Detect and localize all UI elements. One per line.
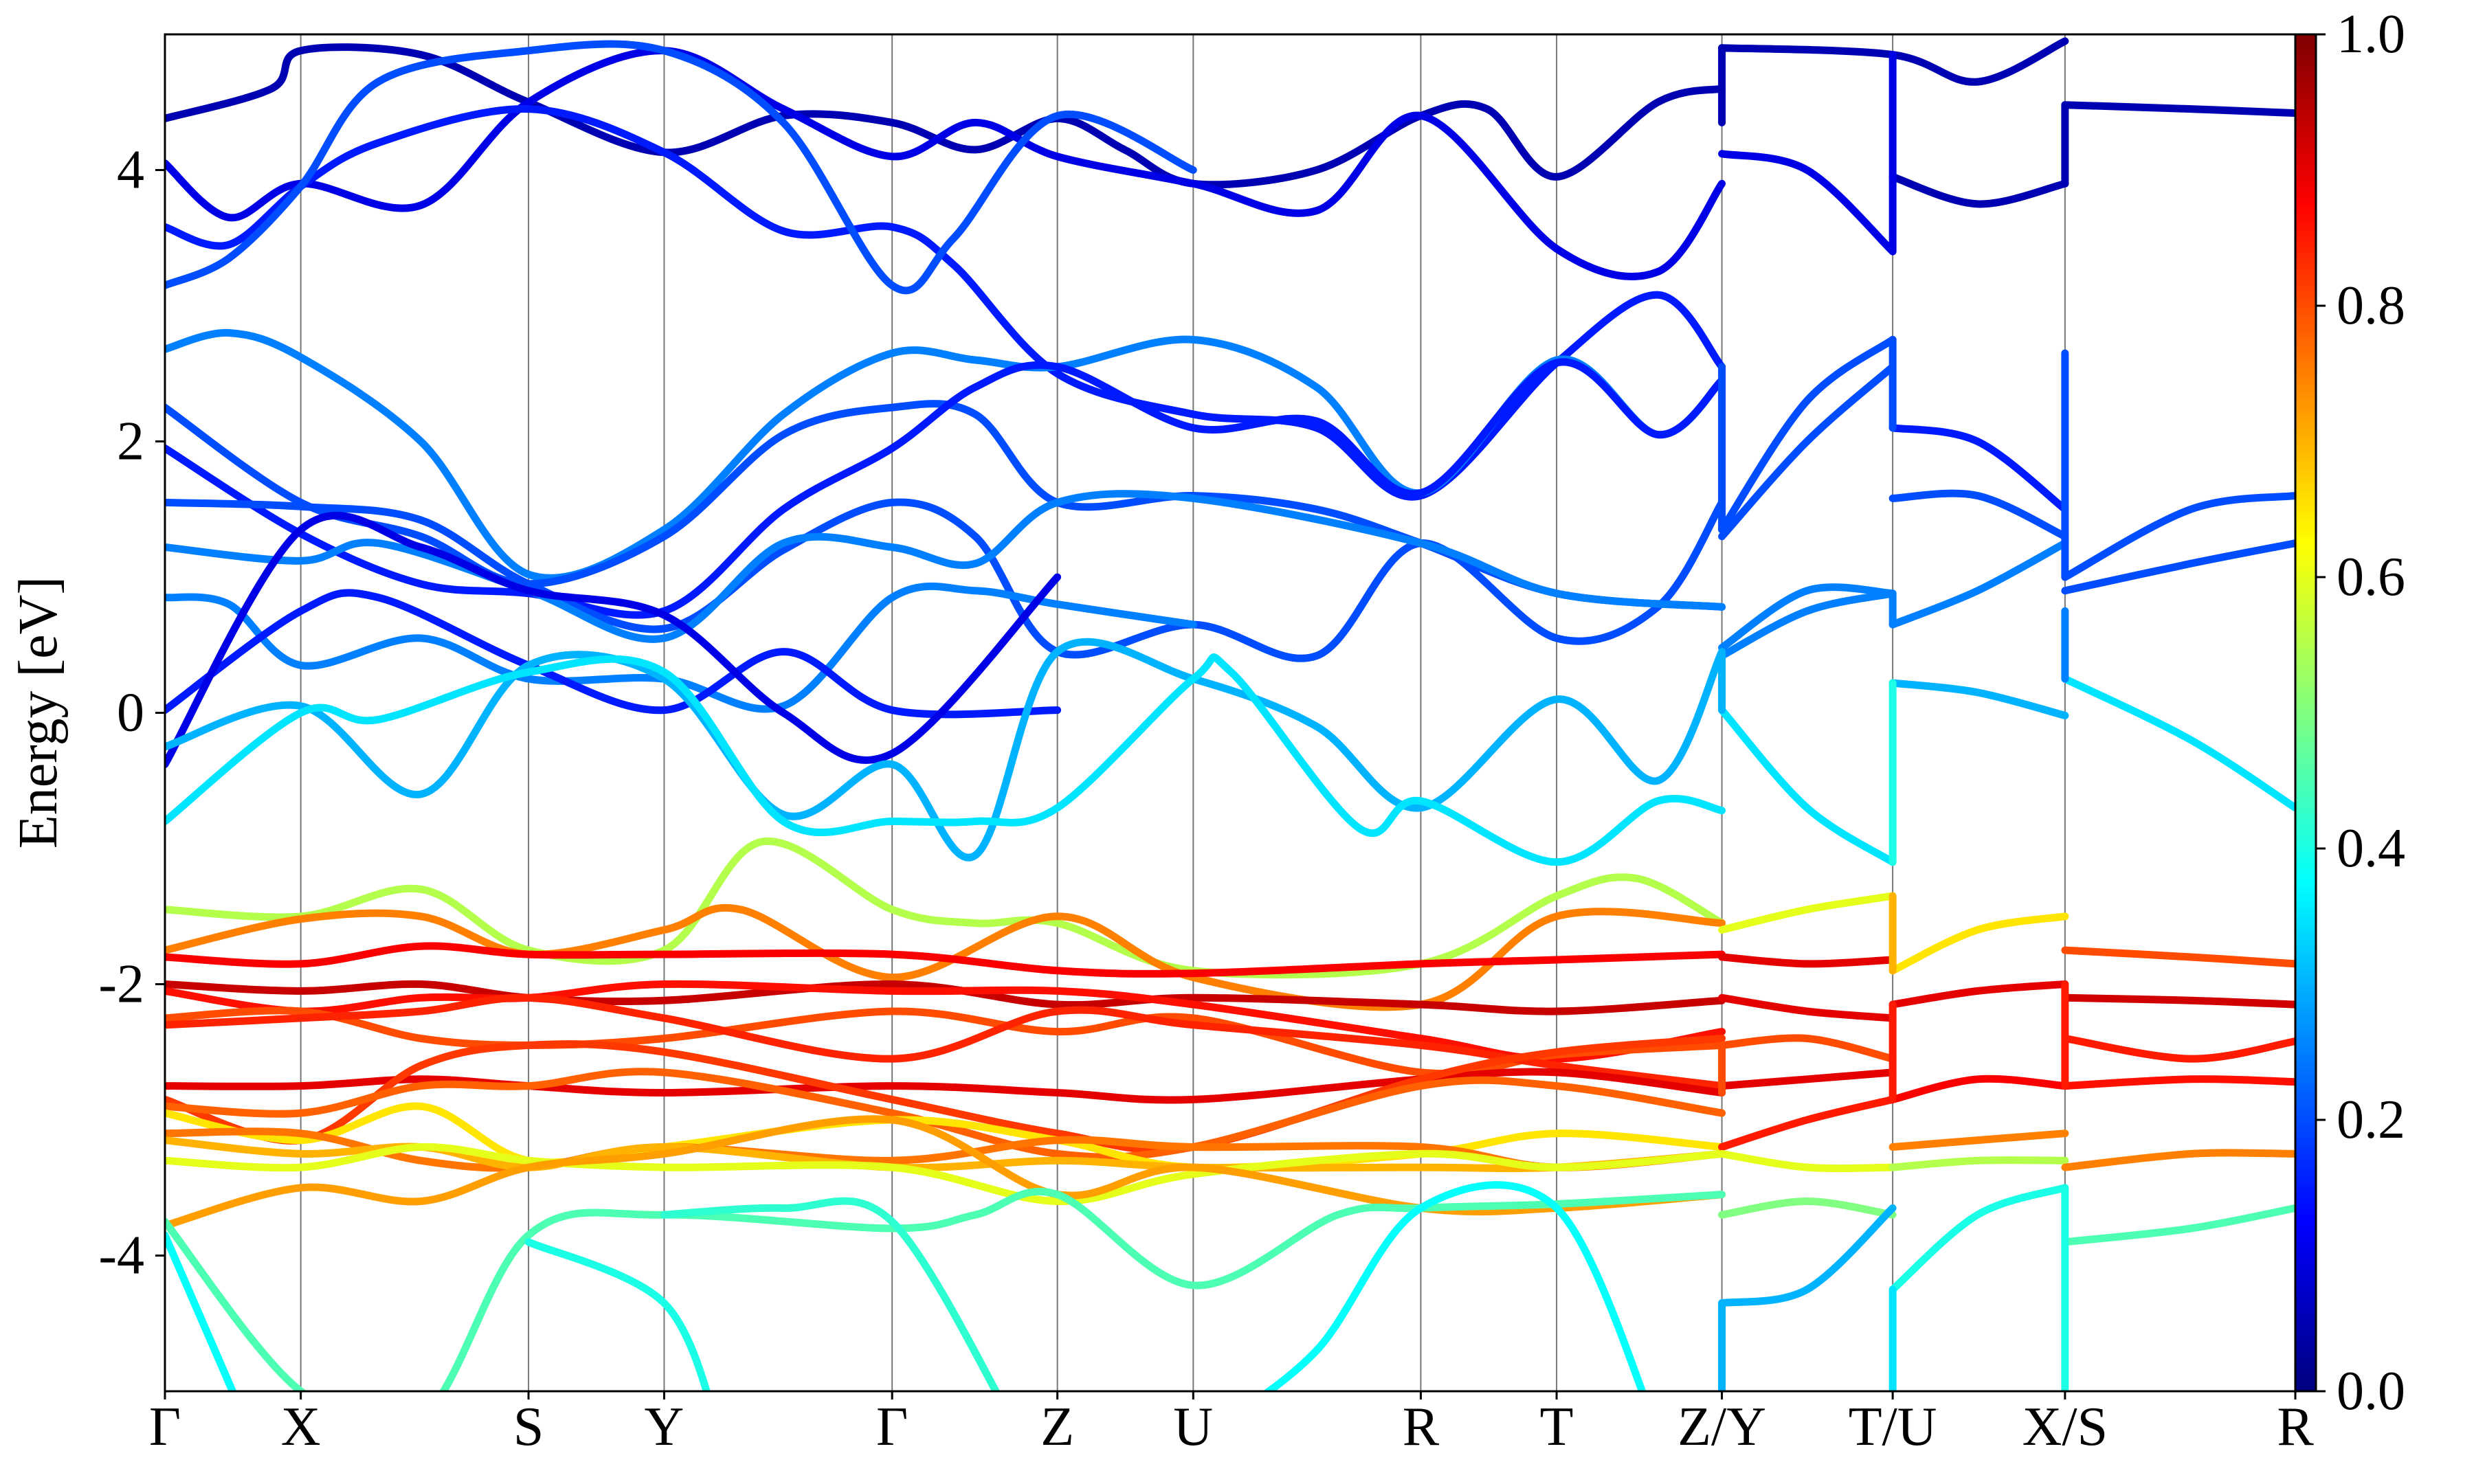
band-line [1718,363,1897,541]
band-line [165,511,1062,768]
band-line [660,1197,1001,1391]
band-line [1718,953,1897,968]
energy-bands [165,37,2295,1391]
x-tick-label: Γ [149,1397,181,1457]
band-line [1888,1156,2069,1171]
band-line [1262,1181,1647,1391]
band-line [1718,1198,1897,1219]
x-tick-label: U [1173,1397,1213,1457]
x-tick-label: Y [645,1397,684,1457]
x-tick-label: T [1540,1397,1574,1457]
band-line [165,980,1726,1063]
x-tick-label: Γ [876,1397,908,1457]
band-line [1888,912,2069,975]
band-line [1888,424,2069,513]
band-line [2061,1035,2295,1063]
x-tick-label: Z/Y [1678,1397,1766,1457]
colorbar: 0.0 0.2 0.4 0.6 0.8 1.0 [2294,4,2405,1421]
band-line [2061,946,2295,968]
band-line [1718,1149,1897,1173]
y-tick-label: 4 [117,140,144,201]
band-line [165,903,1726,1011]
band-line [165,837,1726,979]
band-line [1718,1204,1897,1307]
band-line [1888,1129,2069,1151]
band-line [1888,1075,2069,1103]
band-line [1718,1068,1897,1090]
band-line [165,40,1197,295]
band-line [2061,1149,2295,1171]
colorbar-frame [2294,33,2317,1393]
band-line [1718,583,1897,652]
band-line [2061,492,2295,581]
band-line [1718,892,1897,934]
x-tick-label: R [2277,1397,2314,1457]
band-line [2061,539,2295,595]
band-line [1718,993,1897,1022]
band-line [2061,101,2295,117]
band-line [1718,706,1897,866]
band-line [1718,1034,1897,1063]
band-line [1718,150,1897,256]
band-line [1888,539,2069,629]
y-tick-label: -2 [98,954,144,1015]
band-line [1888,172,2069,208]
colorbar-gradient [2295,34,2316,1391]
band-line [165,1035,1726,1154]
band-line [1888,679,2069,719]
band-line [165,653,1726,866]
x-tick-label: X/S [2022,1397,2108,1457]
colorbar-ticks: 0.0 0.2 0.4 0.6 0.8 1.0 [2316,4,2405,1421]
colorbar-tick-label: 0.2 [2337,1090,2405,1150]
band-line [165,43,1726,189]
band-line [1888,1184,2069,1294]
band-line [165,980,1726,1015]
band-line [165,638,1726,862]
colorbar-tick-label: 0.4 [2337,818,2405,879]
band-line [1888,489,2069,541]
colorbar-tick-label: 0.0 [2337,1361,2405,1421]
band-line [165,993,1726,1090]
y-axis-ticks: -4 -2 0 2 4 [98,140,165,1286]
colorbar-tick-label: 1.0 [2337,4,2405,65]
y-axis-label: Energy [eV] [8,576,69,848]
band-line [1888,980,2069,1009]
band-line [2061,675,2295,812]
band-line [1718,589,1897,660]
colorbar-tick-label: 0.8 [2337,276,2405,336]
band-line [165,47,1726,280]
band-line [1718,1095,1897,1151]
band-line [1718,335,1897,534]
x-axis-ticks: Γ X S Y Γ Z U R T Z/Y T/U X/S R [149,1391,2314,1457]
band-line [524,1238,711,1391]
band-line [2061,1204,2295,1246]
x-tick-label: T/U [1849,1397,1937,1457]
band-line [165,942,1726,978]
band-line [165,589,1062,719]
band-line [165,1231,237,1391]
y-tick-label: 2 [117,412,144,472]
x-tick-label: X [281,1397,321,1457]
x-tick-label: R [1403,1397,1440,1457]
y-tick-label: 0 [117,683,144,743]
band-line [165,358,1726,619]
band-line [165,1115,1726,1230]
band-line [1718,37,2069,86]
band-line [165,490,1726,643]
colorbar-tick-label: 0.6 [2337,547,2405,607]
band-line [165,1143,1726,1206]
y-tick-label: -4 [98,1226,144,1286]
x-tick-label: S [513,1397,544,1457]
band-line [2061,993,2295,1009]
x-tick-label: Z [1040,1397,1074,1457]
band-line [2061,1075,2295,1090]
